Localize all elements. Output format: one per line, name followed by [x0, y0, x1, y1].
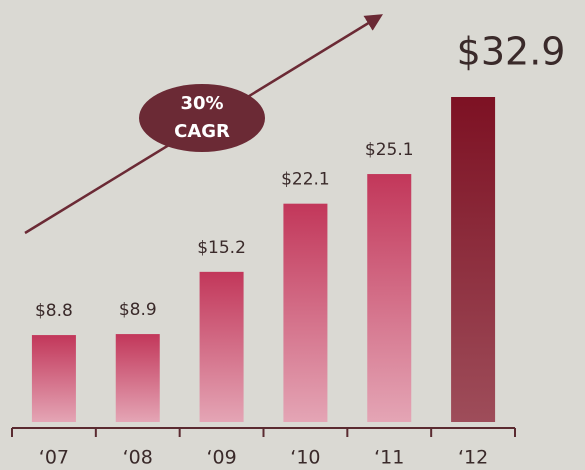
x-tick-label: ‘09 — [206, 447, 236, 469]
value-label: $8.8 — [35, 301, 73, 321]
value-label: $32.9 — [457, 30, 566, 74]
annotation-line: 30% — [180, 93, 223, 114]
value-label: $22.1 — [281, 170, 330, 190]
x-tick-label: ‘11 — [374, 447, 404, 469]
bar — [31, 335, 76, 422]
x-tick-label: ‘07 — [39, 447, 69, 469]
bar — [451, 97, 496, 422]
x-tick-label: ‘10 — [290, 447, 320, 469]
bar — [199, 271, 244, 422]
annotation-line: CAGR — [174, 121, 230, 142]
bar — [115, 334, 160, 422]
value-label: $25.1 — [365, 140, 414, 160]
value-label: $15.2 — [197, 238, 246, 258]
x-tick-label: ‘12 — [458, 447, 488, 469]
cagr-badge — [139, 84, 265, 152]
bar — [367, 174, 412, 422]
bar — [283, 203, 328, 422]
x-tick-label: ‘08 — [123, 447, 153, 469]
value-label: $8.9 — [119, 300, 157, 320]
